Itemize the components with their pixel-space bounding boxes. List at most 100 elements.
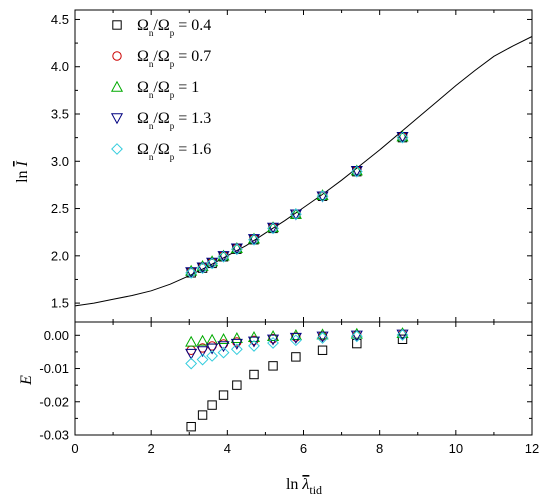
legend-omega-2: /Ω	[153, 141, 169, 158]
bottom-point-triangle-up	[185, 335, 198, 347]
fit-curve-line	[74, 36, 533, 307]
top-point-diamond	[248, 233, 260, 246]
top-point-diamond	[230, 243, 243, 256]
legend-label: Ωn/Ωp = 1.6	[137, 141, 211, 162]
legend-sub-n: n	[149, 59, 154, 69]
x-tick-label: 12	[525, 441, 539, 456]
bottom-point-diamond	[217, 346, 230, 359]
legend-marker-diamond	[111, 143, 123, 155]
x-tick-label: 6	[300, 441, 307, 456]
top-point-diamond	[185, 266, 198, 279]
x-axis-label: ln λtid	[286, 476, 322, 497]
top-y-tick-label: 2.5	[51, 201, 69, 216]
top-y-tick-label: 3.5	[51, 107, 69, 122]
legend-omega: Ω	[137, 17, 149, 34]
x-tick-label: 0	[71, 441, 78, 456]
legend-value: = 1.3	[174, 110, 211, 127]
top-point-diamond	[350, 165, 363, 178]
top-y-tick-label: 2.0	[51, 248, 69, 263]
legend-marker-circle	[112, 51, 122, 61]
bottom-point-triangle-up	[230, 332, 243, 343]
bottom-y-tick-label: -0.02	[39, 394, 69, 409]
legend-omega-2: /Ω	[153, 79, 169, 96]
bottom-point-diamond	[248, 340, 260, 352]
legend-sub-n: n	[149, 121, 154, 131]
bottom-point-diamond	[396, 329, 409, 341]
axis-labels: ln I Eln λtid	[14, 160, 322, 497]
legend-sub-n: n	[149, 90, 154, 100]
bottom-point-diamond	[185, 357, 198, 370]
bottom-point-triangle-up	[316, 328, 329, 340]
bottom-panel: 0 2 4 6 8 10 12 -0.03 -0.02 -0.01 0.00	[39, 321, 539, 456]
legend-sub-p: p	[170, 152, 175, 162]
legend-omega: Ω	[137, 48, 149, 65]
bottom-y-tick-label: 0.00	[44, 328, 69, 343]
legend-omega: Ω	[137, 79, 149, 96]
legend-omega: Ω	[137, 110, 149, 127]
x-axis-label-sub: tid	[309, 483, 322, 497]
bottom-series-4	[185, 329, 409, 370]
top-point-diamond	[206, 257, 219, 270]
legend-label: Ωn/Ωp = 1	[137, 79, 199, 100]
top-point-diamond	[316, 190, 329, 203]
legend-label: Ωn/Ωp = 1.3	[137, 110, 211, 131]
top-point-triangle-up	[316, 189, 329, 201]
top-y-tick-label: 4.5	[51, 12, 69, 27]
bottom-point-triangle-down	[196, 346, 209, 358]
top-point-diamond	[267, 222, 279, 235]
bottom-point-triangle-up	[266, 330, 280, 341]
bottom-point-square	[249, 369, 259, 380]
legend-sub-p: p	[170, 121, 175, 131]
bottom-point-triangle-up	[289, 329, 302, 340]
legend-sub-p: p	[170, 90, 175, 100]
bottom-point-triangle-down	[185, 348, 198, 360]
legend-omega-2: /Ω	[153, 48, 169, 65]
legend-marker-triangle-up	[110, 80, 124, 92]
top-point-diamond	[289, 208, 302, 221]
top-y-tick-label: 3.0	[51, 154, 69, 169]
bottom-point-square	[268, 361, 278, 371]
top-y-axis-label-ln: ln	[14, 166, 31, 182]
legend-value: = 0.7	[174, 48, 211, 65]
legend-label: Ωn/Ωp = 0.7	[137, 48, 211, 69]
legend-omega-2: /Ω	[153, 17, 169, 34]
legend-sub-n: n	[149, 28, 154, 38]
top-y-axis-label: ln I	[14, 160, 31, 182]
legend-sub-p: p	[170, 59, 175, 69]
top-panel: 1.5 2.0 2.5 3.0 3.5 4.0 4.5	[51, 9, 533, 323]
top-point-diamond	[196, 262, 209, 275]
legend-sub-n: n	[149, 152, 154, 162]
x-tick-label: 10	[449, 441, 463, 456]
bottom-point-diamond	[267, 337, 279, 349]
legend-omega: Ω	[137, 141, 149, 158]
bottom-point-diamond	[289, 334, 302, 347]
bottom-point-triangle-up	[196, 334, 209, 346]
legend-value: = 1.6	[174, 141, 211, 158]
bottom-y-tick-label: -0.03	[39, 428, 69, 443]
bottom-point-triangle-down	[217, 341, 230, 353]
x-axis-label-ln: ln	[286, 476, 302, 493]
bottom-point-triangle-down	[206, 343, 219, 355]
x-tick-label: 2	[148, 441, 155, 456]
bottom-point-square	[397, 334, 408, 344]
bottom-point-triangle-down	[230, 338, 243, 350]
bottom-plot-frame	[74, 321, 533, 436]
bottom-y-axis-label: E	[18, 375, 35, 386]
top-point-triangle-down	[316, 191, 329, 203]
bottom-point-triangle-down	[247, 336, 261, 348]
legend-omega-2: /Ω	[153, 110, 169, 127]
bottom-point-square	[232, 380, 242, 390]
legend-marker-square	[112, 20, 122, 30]
bottom-point-square	[197, 410, 208, 420]
top-y-tick-label: 4.0	[51, 59, 69, 74]
legend: Ωn/Ωp = 0.4Ωn/Ωp = 0.7Ωn/Ωp = 1Ωn/Ωp = 1…	[110, 17, 211, 162]
x-tick-label: 8	[376, 441, 383, 456]
bottom-series-0	[186, 334, 408, 432]
legend-value: = 0.4	[174, 17, 211, 34]
bottom-point-square	[317, 345, 328, 355]
top-point-diamond	[217, 250, 230, 263]
top-point-diamond	[396, 131, 409, 144]
bottom-point-diamond	[230, 343, 243, 356]
bottom-point-diamond	[350, 330, 363, 343]
